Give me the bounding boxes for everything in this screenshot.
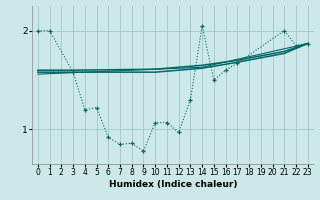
X-axis label: Humidex (Indice chaleur): Humidex (Indice chaleur) <box>108 180 237 189</box>
